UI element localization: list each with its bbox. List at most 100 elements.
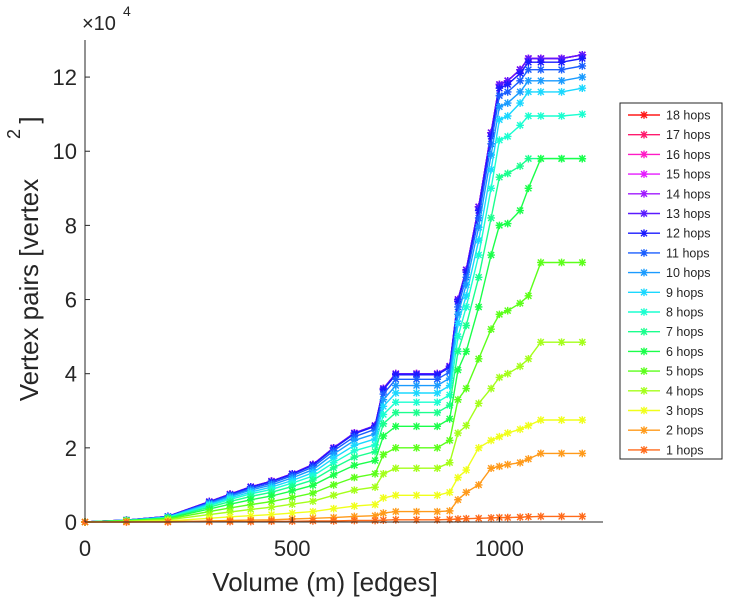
legend-label: 6 hops bbox=[666, 345, 704, 359]
data-point bbox=[516, 362, 524, 371]
data-point bbox=[474, 481, 483, 489]
data-point bbox=[433, 464, 442, 473]
data-point bbox=[309, 497, 317, 506]
series-line bbox=[84, 57, 583, 523]
data-point bbox=[371, 516, 379, 525]
legend-label: 12 hops bbox=[666, 227, 710, 241]
data-point bbox=[474, 514, 483, 523]
legend-label: 13 hops bbox=[666, 207, 710, 221]
data-point bbox=[379, 390, 388, 398]
data-point bbox=[503, 112, 512, 120]
data-point bbox=[578, 258, 587, 267]
legend-marker bbox=[640, 209, 648, 218]
data-point bbox=[487, 384, 495, 393]
legend-marker bbox=[640, 426, 648, 434]
data-point bbox=[503, 88, 512, 96]
series-7-hops bbox=[81, 154, 587, 526]
data-point bbox=[487, 251, 495, 259]
data-point bbox=[379, 516, 388, 524]
data-point bbox=[412, 507, 421, 516]
data-point bbox=[392, 381, 400, 390]
data-point bbox=[474, 444, 483, 452]
data-point bbox=[524, 184, 533, 193]
data-point bbox=[392, 375, 400, 384]
data-point bbox=[578, 110, 587, 118]
data-point bbox=[578, 84, 587, 92]
data-point bbox=[474, 236, 483, 245]
legend-label: 5 hops bbox=[666, 365, 704, 379]
data-point bbox=[454, 395, 462, 404]
y-axis-label-close: ] bbox=[14, 116, 44, 123]
legend-label: 1 hops bbox=[666, 443, 704, 457]
data-point bbox=[487, 132, 495, 141]
data-point bbox=[557, 88, 566, 96]
data-point bbox=[371, 511, 379, 520]
legend-label: 15 hops bbox=[666, 168, 710, 182]
data-point bbox=[371, 441, 379, 449]
data-point bbox=[329, 471, 338, 479]
legend-item: 17 hops bbox=[628, 128, 710, 142]
data-point bbox=[487, 184, 495, 193]
legend-marker bbox=[640, 229, 648, 237]
legend-label: 10 hops bbox=[666, 266, 710, 280]
data-point bbox=[433, 389, 442, 397]
data-point bbox=[433, 422, 442, 431]
data-point bbox=[371, 429, 379, 438]
data-point bbox=[433, 444, 442, 452]
data-point bbox=[445, 415, 454, 423]
data-point bbox=[329, 481, 338, 489]
data-point bbox=[462, 347, 471, 356]
data-point bbox=[537, 112, 545, 120]
data-point bbox=[454, 332, 462, 341]
data-point bbox=[578, 416, 587, 424]
data-point bbox=[412, 408, 421, 417]
data-point bbox=[433, 491, 442, 500]
data-point bbox=[379, 419, 388, 428]
data-point bbox=[371, 425, 379, 434]
data-point bbox=[503, 80, 512, 89]
series-line bbox=[84, 157, 583, 523]
data-point bbox=[445, 515, 454, 524]
data-point bbox=[246, 495, 255, 504]
data-point bbox=[495, 221, 504, 230]
legend-marker bbox=[640, 111, 648, 119]
data-point bbox=[445, 488, 454, 497]
data-point bbox=[474, 355, 483, 363]
data-point bbox=[557, 449, 566, 458]
legend-label: 18 hops bbox=[666, 109, 710, 123]
legend-label: 17 hops bbox=[666, 128, 710, 142]
series-line bbox=[84, 87, 583, 523]
y-tick-label: 10 bbox=[53, 139, 77, 164]
legend-item: 18 hops bbox=[628, 109, 710, 123]
legend-marker bbox=[640, 406, 648, 415]
data-point bbox=[350, 441, 359, 450]
data-point bbox=[350, 447, 359, 455]
legend-item: 6 hops bbox=[628, 345, 704, 359]
legend-marker bbox=[640, 327, 648, 336]
data-point bbox=[267, 497, 276, 506]
data-point bbox=[462, 514, 471, 523]
data-point bbox=[578, 338, 587, 346]
data-point bbox=[433, 381, 442, 390]
data-point bbox=[454, 366, 462, 374]
data-point bbox=[524, 65, 533, 74]
data-point bbox=[288, 509, 296, 517]
legend-marker bbox=[640, 170, 648, 178]
data-point bbox=[462, 268, 471, 276]
data-point bbox=[537, 338, 545, 346]
data-point bbox=[379, 470, 388, 478]
legend-item: 7 hops bbox=[628, 325, 704, 339]
y-tick-label: 4 bbox=[65, 362, 77, 387]
data-point bbox=[524, 76, 533, 85]
data-point bbox=[495, 115, 504, 124]
data-point bbox=[537, 58, 545, 67]
data-point bbox=[557, 112, 566, 120]
data-point bbox=[329, 458, 338, 467]
data-point bbox=[524, 455, 533, 463]
legend-marker bbox=[640, 446, 648, 454]
series-line bbox=[84, 157, 583, 523]
data-point bbox=[462, 384, 471, 393]
data-point bbox=[524, 421, 533, 430]
legend-marker bbox=[640, 249, 648, 257]
legend: 18 hops 17 hops 16 hops 15 hops 14 hops 13 ho… bbox=[619, 102, 723, 460]
